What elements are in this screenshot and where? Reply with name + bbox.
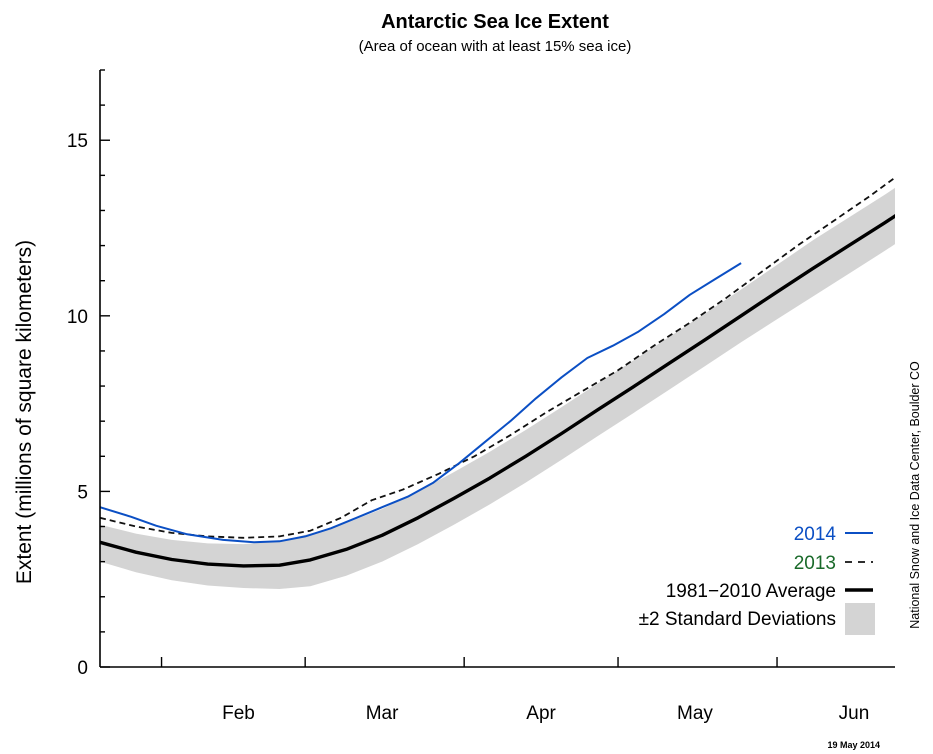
- legend-label: 2013: [794, 553, 836, 574]
- plot-area: 0 5 10 15 Feb Mar Apr May Jun: [67, 69, 895, 724]
- chart-title: Antarctic Sea Ice Extent: [381, 11, 609, 33]
- source-credit: National Snow and Ice Data Center, Bould…: [908, 361, 922, 629]
- legend-item: ±2 Standard Deviations: [639, 603, 875, 635]
- x-month-label: Mar: [366, 703, 399, 724]
- legend-item: 1981−2010 Average: [666, 581, 873, 602]
- legend-item: 2013: [794, 553, 873, 574]
- std-band-layer: [100, 187, 895, 589]
- series-2014-line: [100, 262, 742, 544]
- legend: 2014 2013 1981−2010 Average ±2 Standard Dev…: [639, 524, 875, 635]
- y-axis-label: Extent (millions of square kilometers): [13, 240, 36, 584]
- y-tick-label: 5: [77, 482, 88, 503]
- series-layer: [100, 176, 895, 568]
- x-month-label: Jun: [839, 703, 870, 724]
- y-tick-label: 0: [77, 658, 88, 679]
- series-average-line: [100, 213, 895, 568]
- x-month-label: Apr: [526, 703, 556, 724]
- date-stamp: 19 May 2014: [827, 740, 880, 750]
- series-2013-line: [100, 176, 895, 539]
- legend-item: 2014: [794, 524, 873, 545]
- x-month-label: May: [677, 703, 713, 724]
- legend-label: 1981−2010 Average: [666, 581, 836, 602]
- legend-label: ±2 Standard Deviations: [639, 609, 836, 630]
- axes-layer: 0 5 10 15 Feb Mar Apr May Jun: [67, 69, 895, 724]
- x-month-label: Feb: [222, 703, 255, 724]
- legend-swatch-band: [845, 603, 875, 635]
- y-tick-label: 10: [67, 307, 88, 328]
- legend-label: 2014: [794, 524, 837, 545]
- std-deviation-band: [100, 187, 895, 589]
- chart-subtitle: (Area of ocean with at least 15% sea ice…: [359, 38, 632, 55]
- y-tick-label: 15: [67, 131, 88, 152]
